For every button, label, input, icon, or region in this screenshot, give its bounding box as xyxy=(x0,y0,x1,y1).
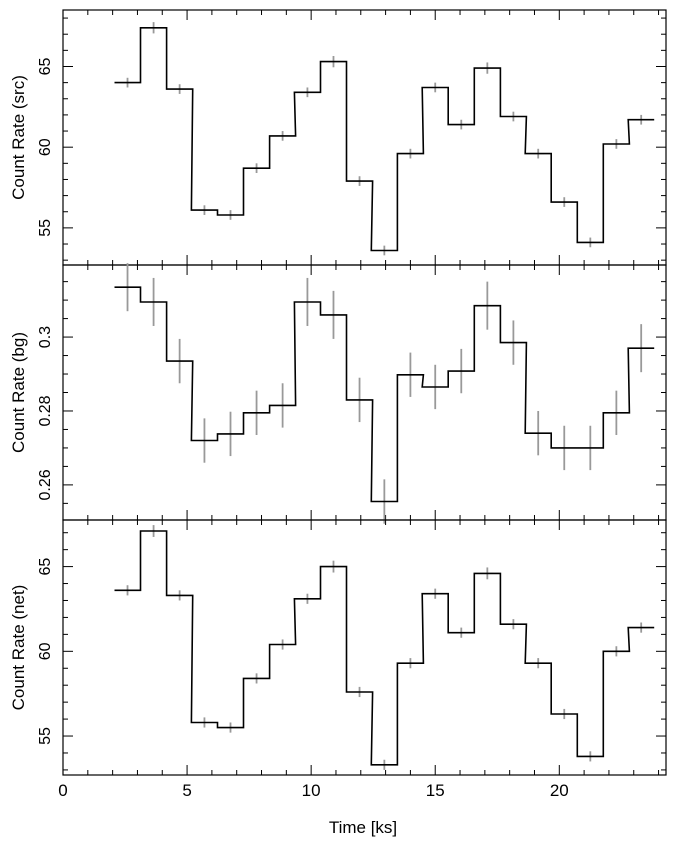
panels-group: 55 60 65 Count Rate (src) 0.26 0.28 0.3 Count R… xyxy=(9,9,667,800)
step-line-bg xyxy=(114,286,655,503)
y-axis-label-net: Count Rate (net) xyxy=(9,585,28,711)
x-tick-label: 20 xyxy=(550,781,569,800)
panel-frame xyxy=(62,519,667,776)
step-line-net xyxy=(114,530,655,766)
y-tick-label: 60 xyxy=(37,642,54,660)
panel-net: 55 60 65 Count Rate (net) 0 5 10 15 20 xyxy=(9,519,667,800)
panel-src: 55 60 65 Count Rate (src) xyxy=(9,9,667,266)
y-tick-label: 0.3 xyxy=(37,326,54,348)
y-tick-label: 65 xyxy=(37,57,54,75)
step-line-src xyxy=(114,27,655,252)
y-tick-label: 60 xyxy=(37,138,54,156)
y-tick-label: 55 xyxy=(37,219,54,237)
y-tick-label: 0.26 xyxy=(37,469,54,500)
y-axis-label-bg: Count Rate (bg) xyxy=(9,332,28,453)
y-tick-label: 0.28 xyxy=(37,395,54,426)
x-tick-label: 5 xyxy=(182,781,191,800)
y-tick-label: 65 xyxy=(37,558,54,576)
panel-bg: 0.26 0.28 0.3 Count Rate (bg) xyxy=(9,263,667,524)
x-axis-label: Time [ks] xyxy=(329,818,397,837)
y-axis-label-src: Count Rate (src) xyxy=(9,75,28,200)
x-tick-label: 15 xyxy=(426,781,445,800)
x-tick-label: 10 xyxy=(302,781,321,800)
panel-frame xyxy=(62,9,667,266)
y-tick-label: 55 xyxy=(37,727,54,745)
x-tick-label: 0 xyxy=(58,781,67,800)
